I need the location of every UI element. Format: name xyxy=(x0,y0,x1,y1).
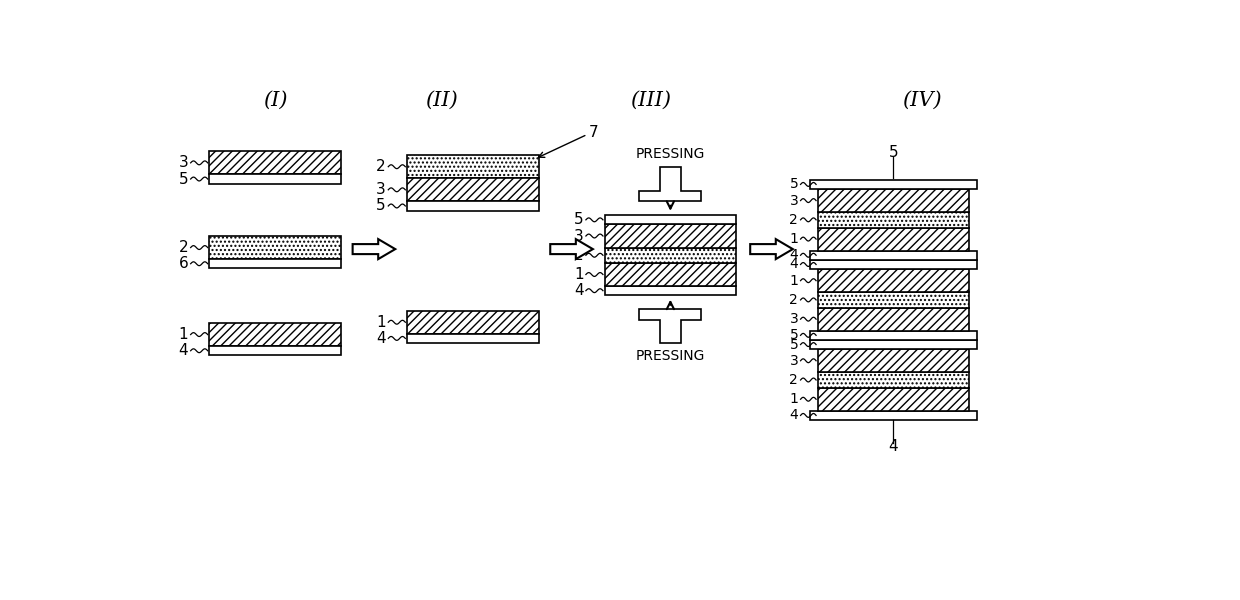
Bar xyxy=(817,372,968,388)
Bar xyxy=(407,202,538,211)
Text: 4: 4 xyxy=(790,409,799,422)
Text: 3: 3 xyxy=(790,354,799,368)
Text: 3: 3 xyxy=(376,182,386,197)
Text: 5: 5 xyxy=(574,212,584,227)
Text: 1: 1 xyxy=(179,327,188,342)
Bar xyxy=(817,227,968,251)
Bar xyxy=(817,212,968,227)
Bar xyxy=(810,251,977,260)
Bar xyxy=(817,292,968,308)
Text: 5: 5 xyxy=(790,178,799,191)
Bar xyxy=(817,349,968,372)
Text: 4: 4 xyxy=(179,343,188,358)
Text: 4: 4 xyxy=(790,257,799,271)
Polygon shape xyxy=(551,239,593,259)
Text: 2: 2 xyxy=(790,213,799,227)
Text: 2: 2 xyxy=(376,159,386,174)
Text: 5: 5 xyxy=(790,328,799,343)
Bar xyxy=(210,323,341,346)
Bar xyxy=(407,311,538,334)
Text: 1: 1 xyxy=(574,267,584,282)
Text: 5: 5 xyxy=(376,199,386,214)
Bar xyxy=(817,388,968,411)
Text: 3: 3 xyxy=(790,194,799,208)
Text: 2: 2 xyxy=(179,240,188,255)
Text: PRESSING: PRESSING xyxy=(636,349,706,363)
Text: 4: 4 xyxy=(574,283,584,298)
Bar xyxy=(407,178,538,202)
Bar xyxy=(810,260,977,269)
Bar xyxy=(210,151,341,175)
Bar xyxy=(210,236,341,259)
Bar xyxy=(210,175,341,184)
Bar xyxy=(605,224,737,248)
Text: 1: 1 xyxy=(376,315,386,330)
Text: 5: 5 xyxy=(179,172,188,187)
Bar xyxy=(817,308,968,331)
Polygon shape xyxy=(640,309,702,343)
Text: 2: 2 xyxy=(574,248,584,263)
Bar xyxy=(605,286,737,295)
Text: 3: 3 xyxy=(574,229,584,244)
Bar xyxy=(210,346,341,355)
Bar xyxy=(817,269,968,292)
Text: 7: 7 xyxy=(589,125,599,140)
Bar xyxy=(210,259,341,268)
Bar xyxy=(817,189,968,212)
Text: 6: 6 xyxy=(179,256,188,271)
Bar xyxy=(810,180,977,189)
Bar xyxy=(810,411,977,420)
Text: 3: 3 xyxy=(790,312,799,326)
Bar xyxy=(810,331,977,340)
Text: 5: 5 xyxy=(790,338,799,352)
Bar xyxy=(605,215,737,224)
Polygon shape xyxy=(750,239,792,259)
Text: 1: 1 xyxy=(790,392,799,406)
Bar xyxy=(810,340,977,349)
Text: 5: 5 xyxy=(888,145,898,160)
Text: PRESSING: PRESSING xyxy=(636,148,706,161)
Bar xyxy=(605,263,737,286)
Text: (I): (I) xyxy=(263,91,288,110)
Text: 2: 2 xyxy=(790,373,799,387)
Text: (IV): (IV) xyxy=(903,91,942,110)
Bar xyxy=(407,155,538,178)
Polygon shape xyxy=(352,239,396,259)
Bar xyxy=(605,248,737,263)
Text: (III): (III) xyxy=(630,91,672,110)
Text: 4: 4 xyxy=(790,248,799,262)
Polygon shape xyxy=(640,167,702,202)
Text: 3: 3 xyxy=(179,155,188,170)
Text: 1: 1 xyxy=(790,232,799,246)
Text: 2: 2 xyxy=(790,293,799,307)
Text: 4: 4 xyxy=(888,439,898,454)
Bar xyxy=(407,334,538,343)
Text: (II): (II) xyxy=(425,91,458,110)
Text: 1: 1 xyxy=(790,274,799,287)
Text: 4: 4 xyxy=(376,331,386,346)
